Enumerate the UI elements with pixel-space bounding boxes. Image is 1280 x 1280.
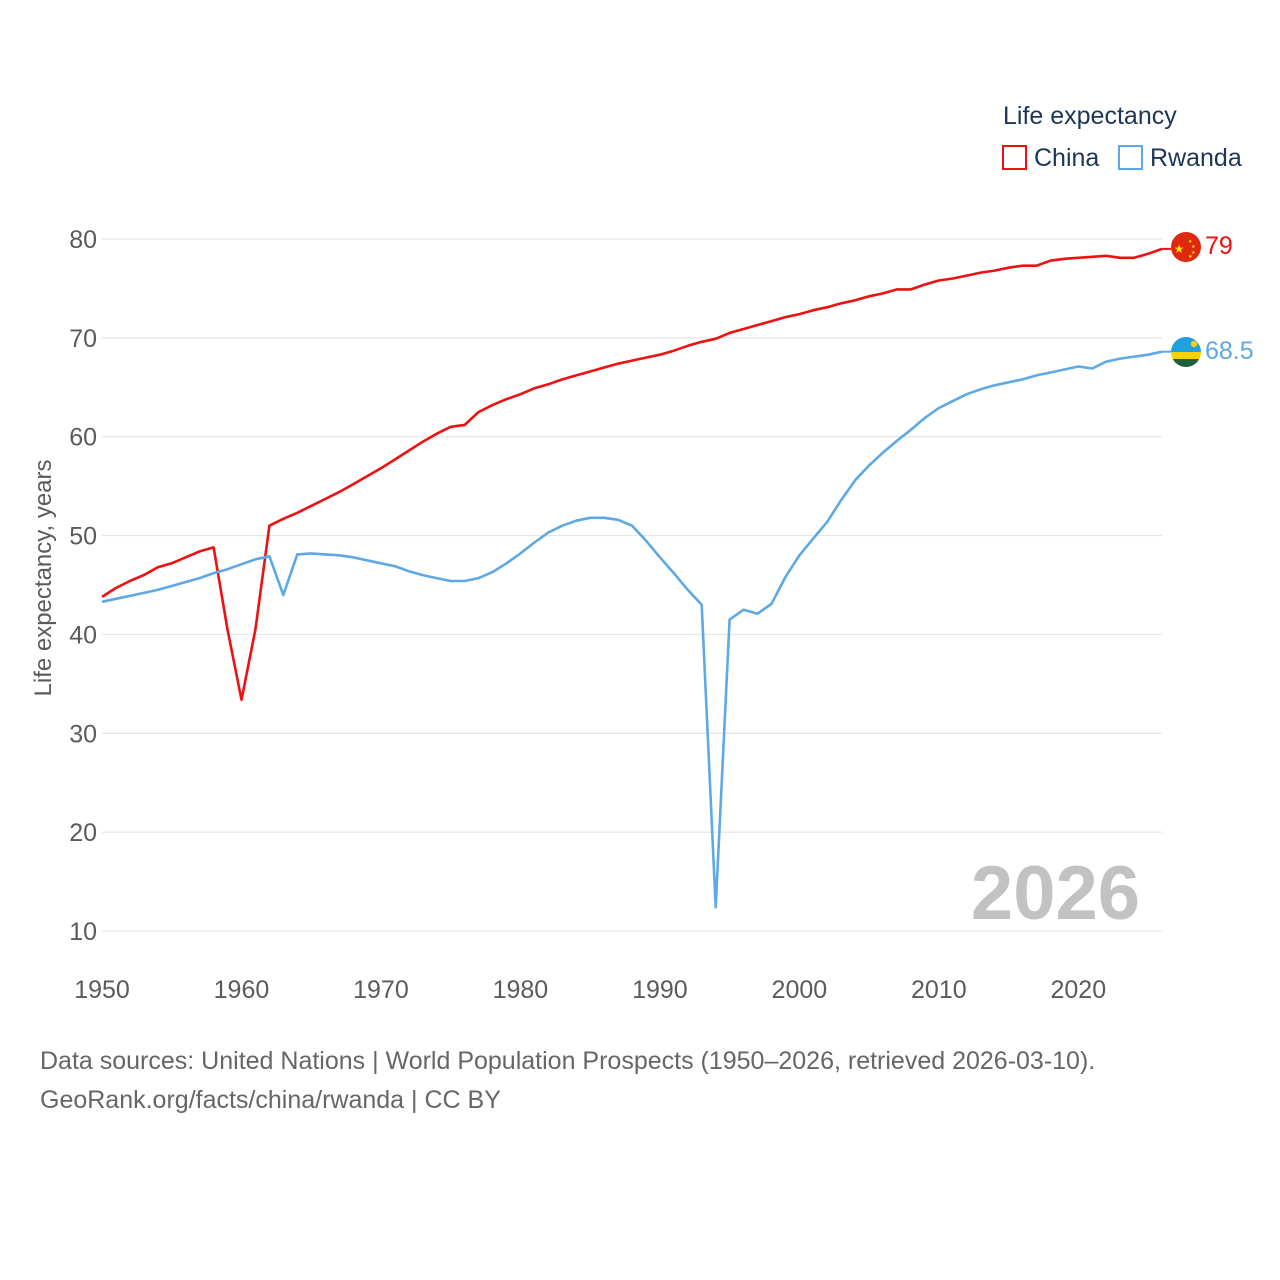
rwanda-flag-icon [1171, 337, 1201, 367]
y-tick-label: 20 [69, 819, 97, 847]
attribution-link[interactable]: GeoRank.org/facts/china/rwanda | CC BY [40, 1086, 501, 1114]
x-tick-label: 2010 [911, 976, 967, 1004]
y-axis-label: Life expectancy, years [30, 459, 57, 696]
x-tick-label: 1980 [493, 976, 549, 1004]
x-tick-label: 1950 [74, 976, 130, 1004]
x-tick-label: 1990 [632, 976, 688, 1004]
x-tick-label: 2020 [1051, 976, 1107, 1004]
x-tick-label: 2000 [772, 976, 828, 1004]
svg-text:★: ★ [1188, 239, 1193, 245]
legend-label-rwanda: Rwanda [1150, 144, 1242, 172]
data-source-note: Data sources: United Nations | World Pop… [40, 1047, 1096, 1075]
x-tick-label: 1970 [353, 976, 409, 1004]
series-line-china[interactable] [101, 247, 1163, 701]
footer: Data sources: United Nations | World Pop… [40, 1042, 1095, 1120]
legend-swatch-china [1002, 145, 1027, 170]
svg-text:★: ★ [1174, 242, 1185, 256]
series-lines [101, 247, 1171, 909]
legend-label-china: China [1034, 144, 1099, 172]
y-tick-label: 30 [69, 720, 97, 748]
legend-swatch-rwanda [1118, 145, 1143, 170]
y-tick-label: 10 [69, 918, 97, 946]
svg-text:★: ★ [1191, 244, 1196, 250]
y-axis-ticks: 10 20 30 40 50 60 70 80 [69, 226, 97, 946]
end-label-rwanda: 68.5 [1205, 337, 1254, 365]
y-tick-label: 60 [69, 424, 97, 452]
line-chart: 10 20 30 40 50 60 70 80 1950 1960 1970 1980 1990 200… [30, 102, 1254, 1004]
x-tick-label: 1960 [214, 976, 270, 1004]
y-tick-label: 50 [69, 523, 97, 551]
china-flag-icon: ★ ★ ★ ★ ★ [1171, 232, 1201, 262]
y-tick-label: 80 [69, 226, 97, 254]
y-tick-label: 40 [69, 621, 97, 649]
year-watermark: 2026 [971, 851, 1140, 936]
legend-title: Life expectancy [1003, 102, 1177, 130]
svg-text:★: ★ [1191, 250, 1196, 256]
legend-item-rwanda[interactable]: Rwanda [1118, 144, 1242, 172]
x-axis-ticks: 1950 1960 1970 1980 1990 2000 2010 2020 [74, 976, 1106, 1004]
y-tick-label: 70 [69, 325, 97, 353]
svg-text:★: ★ [1188, 254, 1193, 260]
grid-lines [102, 238, 1162, 932]
series-line-rwanda[interactable] [101, 350, 1163, 909]
legend: Life expectancy China Rwanda [1002, 102, 1242, 172]
end-label-china: 79 [1205, 232, 1233, 260]
legend-item-china[interactable]: China [1002, 144, 1099, 172]
